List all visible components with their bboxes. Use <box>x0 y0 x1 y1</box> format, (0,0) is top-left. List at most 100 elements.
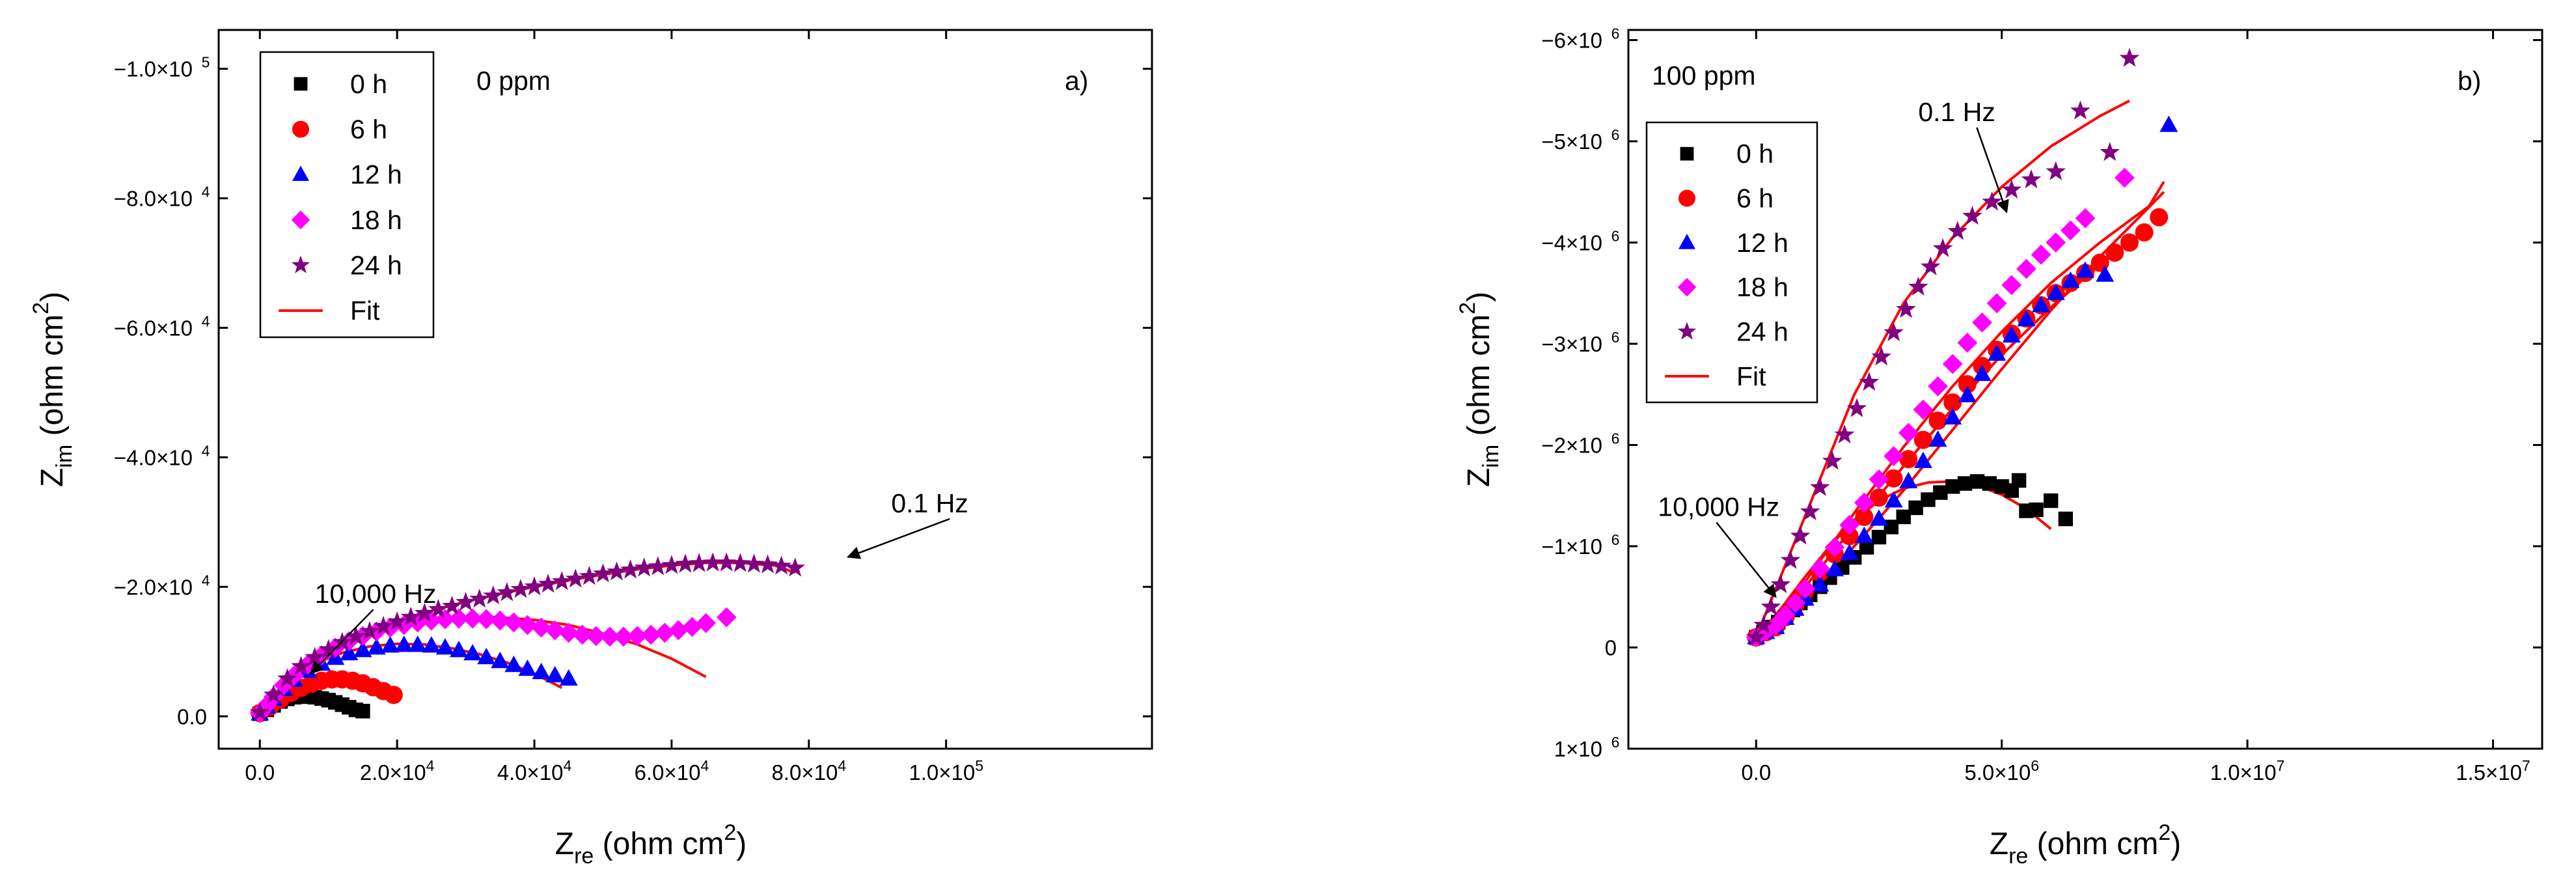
y-tick-label-exponent: 6 <box>1611 734 1620 751</box>
y-tick-label-exponent: 4 <box>202 442 210 459</box>
data-point <box>1834 424 1855 443</box>
y-axis-label-sub: im <box>52 445 77 468</box>
legend-b: 0 h 6 h 12 h 18 h 24 h Fit <box>1645 121 1818 404</box>
data-point <box>1839 514 1860 535</box>
annotations-a: 10,000 Hz 0.1 Hz <box>309 488 968 675</box>
x-tick-label: 6.0×104 <box>635 757 709 785</box>
data-point <box>1869 488 1888 507</box>
data-point <box>1859 372 1880 391</box>
data-point <box>1972 312 1992 333</box>
y-axis-label-b: Zim (ohm cm2) <box>1455 292 1503 487</box>
data-point <box>1884 469 1903 488</box>
y-tick-label-exponent: 6 <box>1611 329 1620 346</box>
data-point <box>1928 430 1947 447</box>
data-point <box>593 563 613 583</box>
x-tick-label-base: 8.0×10 <box>771 760 838 785</box>
data-point <box>1988 344 2007 361</box>
y-axis-b: 1×10 6 0 −1×10 6 −2×10 6 −3×10 6 −4×10 6 −5×10 6 −6×1… <box>1541 25 2542 761</box>
x-tick-label-base: 1.0×10 <box>2210 760 2277 785</box>
y-tick-label-exponent: 4 <box>202 184 210 201</box>
data-point <box>2070 100 2090 120</box>
data-point <box>2002 326 2021 343</box>
data-point <box>2096 265 2115 282</box>
data-points-a <box>249 552 806 723</box>
data-point <box>627 626 648 646</box>
data-point <box>1908 276 1928 296</box>
x-axis-label-a: Zre (ohm cm2) <box>555 820 747 868</box>
data-point <box>1761 596 1781 616</box>
data-point <box>2060 220 2081 241</box>
data-point <box>1920 256 1941 275</box>
data-point <box>477 648 496 665</box>
data-point <box>1840 544 1859 561</box>
y-axis-label-close: ) <box>35 292 70 302</box>
y-tick-label-base: −2.0×10 <box>114 575 193 599</box>
data-point <box>2046 161 2066 180</box>
data-point <box>1921 492 1936 507</box>
data-point <box>2001 275 2022 296</box>
data-point <box>1746 626 1766 646</box>
x-axis-label-sup: 2 <box>2158 820 2171 845</box>
data-point <box>353 641 372 658</box>
data-point <box>1957 333 1978 353</box>
data-point <box>1855 526 1874 543</box>
x-axis-label-main: Z <box>555 827 574 861</box>
data-point <box>2032 296 2051 312</box>
panel-label-b: b) <box>2458 66 2481 96</box>
data-point <box>463 644 482 661</box>
y-tick-label-exponent: 4 <box>202 313 210 330</box>
data-point <box>2046 283 2065 300</box>
data-point <box>1962 206 1982 225</box>
data-point <box>1780 549 1801 569</box>
data-point <box>675 553 696 573</box>
data-point <box>1932 238 1953 257</box>
legend-label: 18 h <box>1736 272 1788 302</box>
panel-subtitle-b: 100 ppm <box>1652 61 1756 90</box>
data-point <box>462 608 483 629</box>
annotation-arrow <box>309 609 374 675</box>
x-tick-label: 1.0×107 <box>2210 757 2285 785</box>
data-point <box>476 609 497 630</box>
x-axis-label-unit: (ohm cm <box>2028 827 2158 861</box>
y-tick-label-base: −2×10 <box>1541 434 1602 458</box>
data-point <box>1943 408 1962 425</box>
data-point <box>2135 223 2154 242</box>
data-point <box>400 607 421 626</box>
data-point <box>1869 509 1888 526</box>
y-tick-label-base: −1.0×10 <box>114 57 193 81</box>
data-point <box>1945 479 1960 494</box>
data-point <box>318 639 339 658</box>
data-point <box>2011 473 2027 488</box>
data-point <box>1846 398 1867 417</box>
data-point <box>572 624 593 645</box>
legend-label: Fit <box>350 296 380 326</box>
y-axis-label-sup: 2 <box>1455 302 1480 314</box>
data-point <box>2029 502 2044 518</box>
data-point <box>489 610 510 631</box>
x-tick-label: 5.0×106 <box>1964 757 2039 785</box>
data-point <box>387 611 407 631</box>
legend-marker-6h <box>1679 189 1695 207</box>
data-point <box>483 585 504 605</box>
annotation-arrow <box>847 518 950 559</box>
legend-label: 12 h <box>1736 228 1788 258</box>
data-point <box>661 555 682 574</box>
data-point <box>2058 511 2074 527</box>
x-tick-label: 1.5×107 <box>2456 757 2530 785</box>
data-point <box>340 644 359 661</box>
data-point <box>1871 529 1887 545</box>
data-point <box>2001 179 2022 199</box>
legend-marker-0h <box>294 77 308 91</box>
data-point <box>359 620 380 640</box>
x-axis-label-sub: re <box>574 844 594 868</box>
data-point <box>1898 423 1919 443</box>
annotation-label: 0.1 Hz <box>891 488 968 518</box>
data-points-b <box>1746 48 2178 648</box>
x-tick-label-exponent: 6 <box>2031 757 2039 774</box>
y-tick-label: −5×10 <box>1541 130 1602 154</box>
annotation-arrow <box>1716 521 1777 598</box>
data-point <box>1869 469 1889 490</box>
data-point <box>517 615 538 635</box>
annotation-label: 10,000 Hz <box>1658 492 1779 521</box>
data-point <box>1913 451 1932 468</box>
